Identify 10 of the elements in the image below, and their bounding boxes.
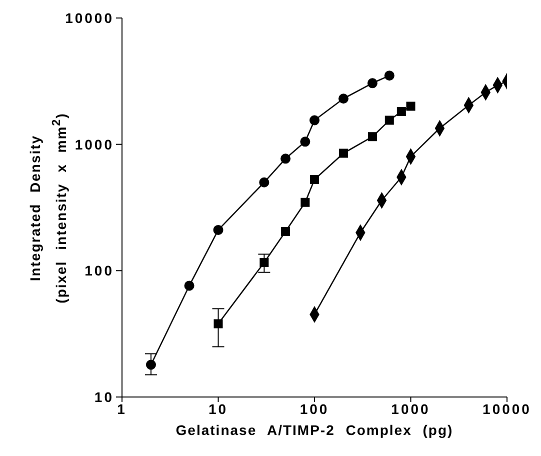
x-tick-label: 10000 (482, 400, 532, 417)
x-tick-label: 10 (208, 400, 228, 417)
x-axis-title: Gelatinase A/TIMP-2 Complex (pg) (174, 422, 454, 438)
y-tick-label: 10 (94, 388, 114, 405)
y-tick-label: 1000 (74, 136, 114, 152)
x-tick-label: 1000 (391, 400, 430, 417)
y-tick-label: 10000 (65, 10, 114, 26)
x-tick-label: 100 (300, 400, 330, 417)
y-tick-label: 100 (84, 262, 114, 279)
x-tick-label: 1 (117, 400, 127, 417)
